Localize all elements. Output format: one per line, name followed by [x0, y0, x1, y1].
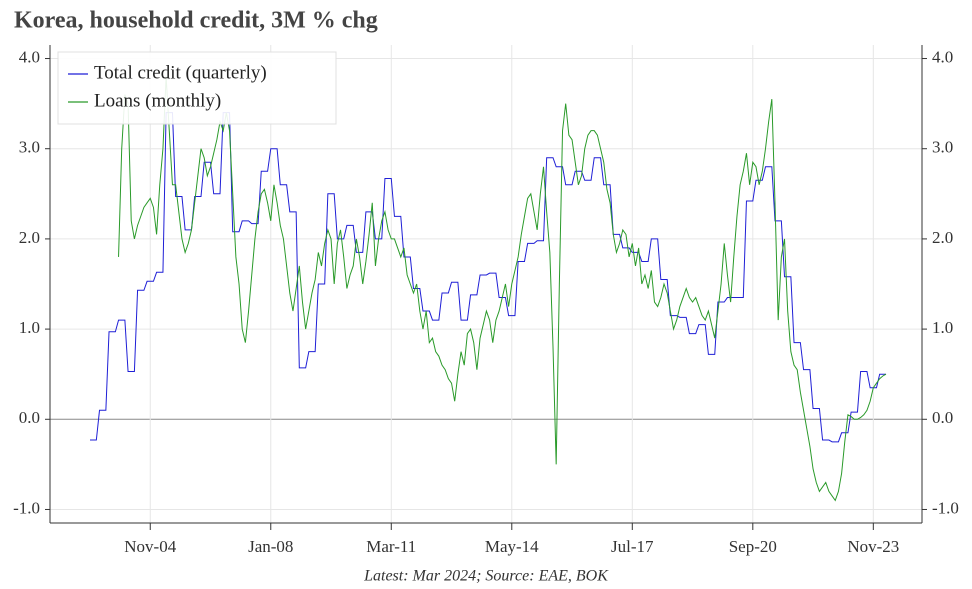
footnote: Latest: Mar 2024; Source: EAE, BOK [363, 568, 609, 585]
x-tick-label: Mar-11 [366, 537, 416, 556]
y-tick-label: 0.0 [19, 408, 40, 427]
y2-tick-label: 2.0 [932, 228, 953, 247]
legend-label: Loans (monthly) [94, 90, 221, 111]
y2-tick-label: 3.0 [932, 138, 953, 157]
y2-tick-label: 0.0 [932, 408, 953, 427]
y-tick-label: 3.0 [19, 138, 40, 157]
x-tick-label: Nov-04 [124, 537, 176, 556]
legend: Total credit (quarterly) Loans (monthly) [57, 51, 337, 125]
x-tick-label: Sep-20 [729, 537, 777, 556]
chart-title: Korea, household credit, 3M % chg [14, 8, 378, 34]
series-line [90, 112, 886, 443]
y-tick-label: 1.0 [19, 318, 40, 337]
x-tick-label: Jul-17 [611, 537, 654, 556]
legend-box [57, 51, 337, 125]
y-tick-label: 4.0 [19, 47, 40, 66]
x-tick-label: Jan-08 [248, 537, 293, 556]
y2-tick-label: -1.0 [932, 498, 959, 517]
x-tick-label: Nov-23 [847, 537, 899, 556]
axes: -1.0 -1.0 0.0 0.0 1.0 1.0 2.0 2.0 3.0 3.0 4.0 4.0 No… [13, 45, 959, 556]
y2-tick-label: 1.0 [932, 318, 953, 337]
y2-tick-label: 4.0 [932, 47, 953, 66]
series-line [118, 76, 887, 502]
y-tick-label: 2.0 [19, 228, 40, 247]
x-tick-label: May-14 [485, 537, 539, 556]
legend-label: Total credit (quarterly) [94, 62, 267, 83]
y-tick-label: -1.0 [13, 498, 40, 517]
